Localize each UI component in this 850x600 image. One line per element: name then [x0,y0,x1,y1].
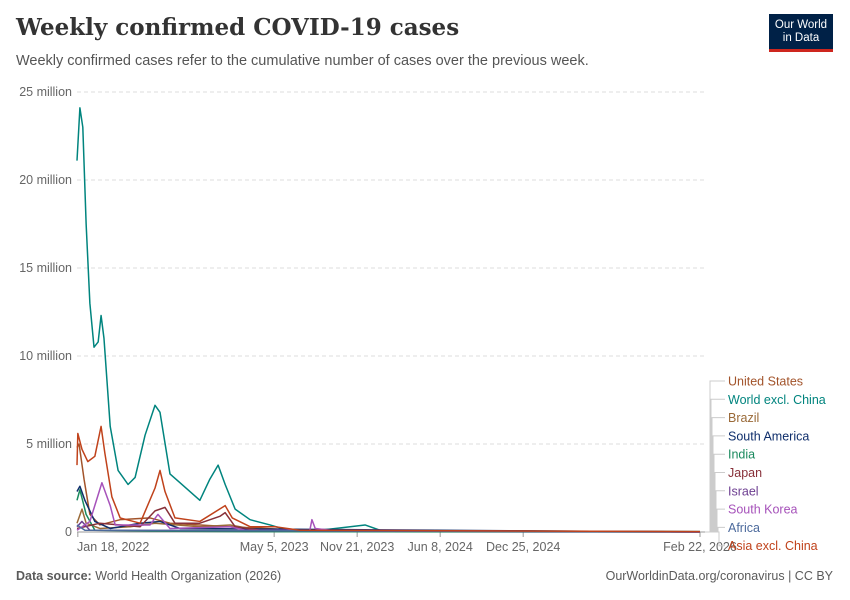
x-tick-label: Jun 8, 2024 [408,540,473,554]
chart-subtitle: Weekly confirmed cases refer to the cumu… [16,53,589,69]
x-tick-label: Nov 21, 2023 [320,540,394,554]
y-tick-label: 15 million [19,261,72,275]
y-tick-label: 0 [65,525,72,539]
series-line-united-states [76,443,701,533]
source-label: Data source: [16,569,92,583]
legend-label[interactable]: Africa [728,521,760,535]
data-source: Data source: World Health Organization (… [16,569,281,583]
series-line-world-excl-china [76,107,701,533]
chart-title: Weekly confirmed COVID-19 cases [16,14,460,41]
owid-logo[interactable]: Our World in Data [769,14,833,52]
legend-label[interactable]: India [728,448,755,462]
legend-connector [705,531,725,547]
source-text[interactable]: World Health Organization (2026) [95,569,282,583]
y-tick-label: 25 million [19,85,72,99]
legend-connector [705,472,725,533]
y-tick-label: 20 million [19,173,72,187]
legend-label[interactable]: World excl. China [728,393,826,407]
legend-label[interactable]: Asia excl. China [728,539,818,553]
series-line-south-america [76,485,701,533]
footer-link[interactable]: OurWorldinData.org/coronavirus | CC BY [605,569,833,583]
legend-label[interactable]: Japan [728,466,762,480]
legend-label[interactable]: United States [728,375,803,389]
series-line-japan [76,506,701,533]
legend-label[interactable]: Israel [728,484,759,498]
x-tick-label: Feb 22, 2026 [663,540,737,554]
y-tick-label: 10 million [19,349,72,363]
y-tick-label: 5 million [26,437,72,451]
series-line-asia-excl-china [76,425,701,533]
legend-label[interactable]: South Korea [728,503,798,517]
x-tick-label: May 5, 2023 [240,540,309,554]
series-line-south-korea [76,481,701,533]
x-tick-label: Dec 25, 2024 [486,540,560,554]
legend-label[interactable]: South America [728,429,809,443]
legend-label[interactable]: Brazil [728,411,759,425]
x-tick-label: Jan 18, 2022 [77,540,149,554]
